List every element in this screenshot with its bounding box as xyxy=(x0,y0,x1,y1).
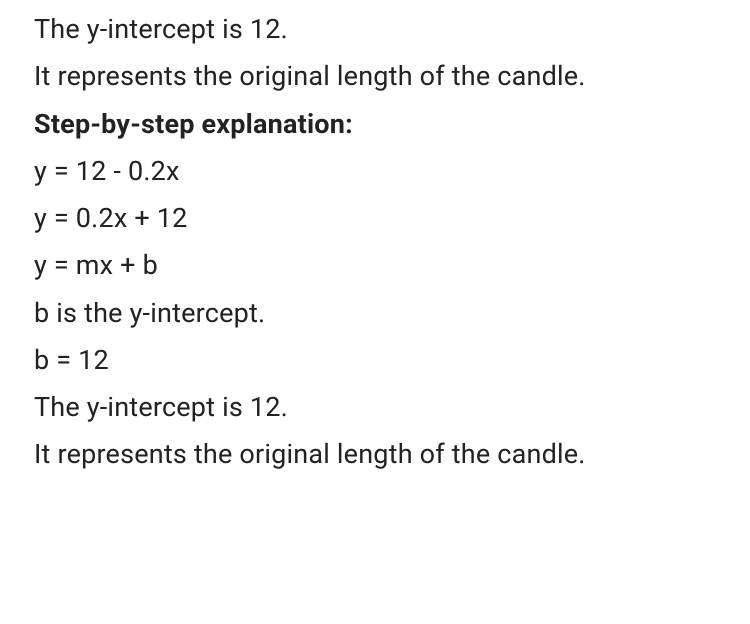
explanation-document: The y-intercept is 12. It represents the… xyxy=(0,0,750,479)
b-value: b = 12 xyxy=(34,337,716,384)
intro-line-2: It represents the original length of the… xyxy=(34,53,716,100)
intro-paragraph: The y-intercept is 12. It represents the… xyxy=(34,6,716,101)
equation-1: y = 12 - 0.2x xyxy=(34,148,716,195)
conclusion-paragraph: The y-intercept is 12. It represents the… xyxy=(34,384,716,479)
equation-3: y = mx + b xyxy=(34,242,716,289)
conclusion-line-1: The y-intercept is 12. xyxy=(34,384,716,431)
steps-block: y = 12 - 0.2x y = 0.2x + 12 y = mx + b b… xyxy=(34,148,716,384)
equation-2: y = 0.2x + 12 xyxy=(34,195,716,242)
section-heading: Step-by-step explanation: xyxy=(34,101,716,148)
intro-line-1: The y-intercept is 12. xyxy=(34,6,716,53)
conclusion-line-2: It represents the original length of the… xyxy=(34,431,716,478)
intercept-note: b is the y-intercept. xyxy=(34,290,716,337)
